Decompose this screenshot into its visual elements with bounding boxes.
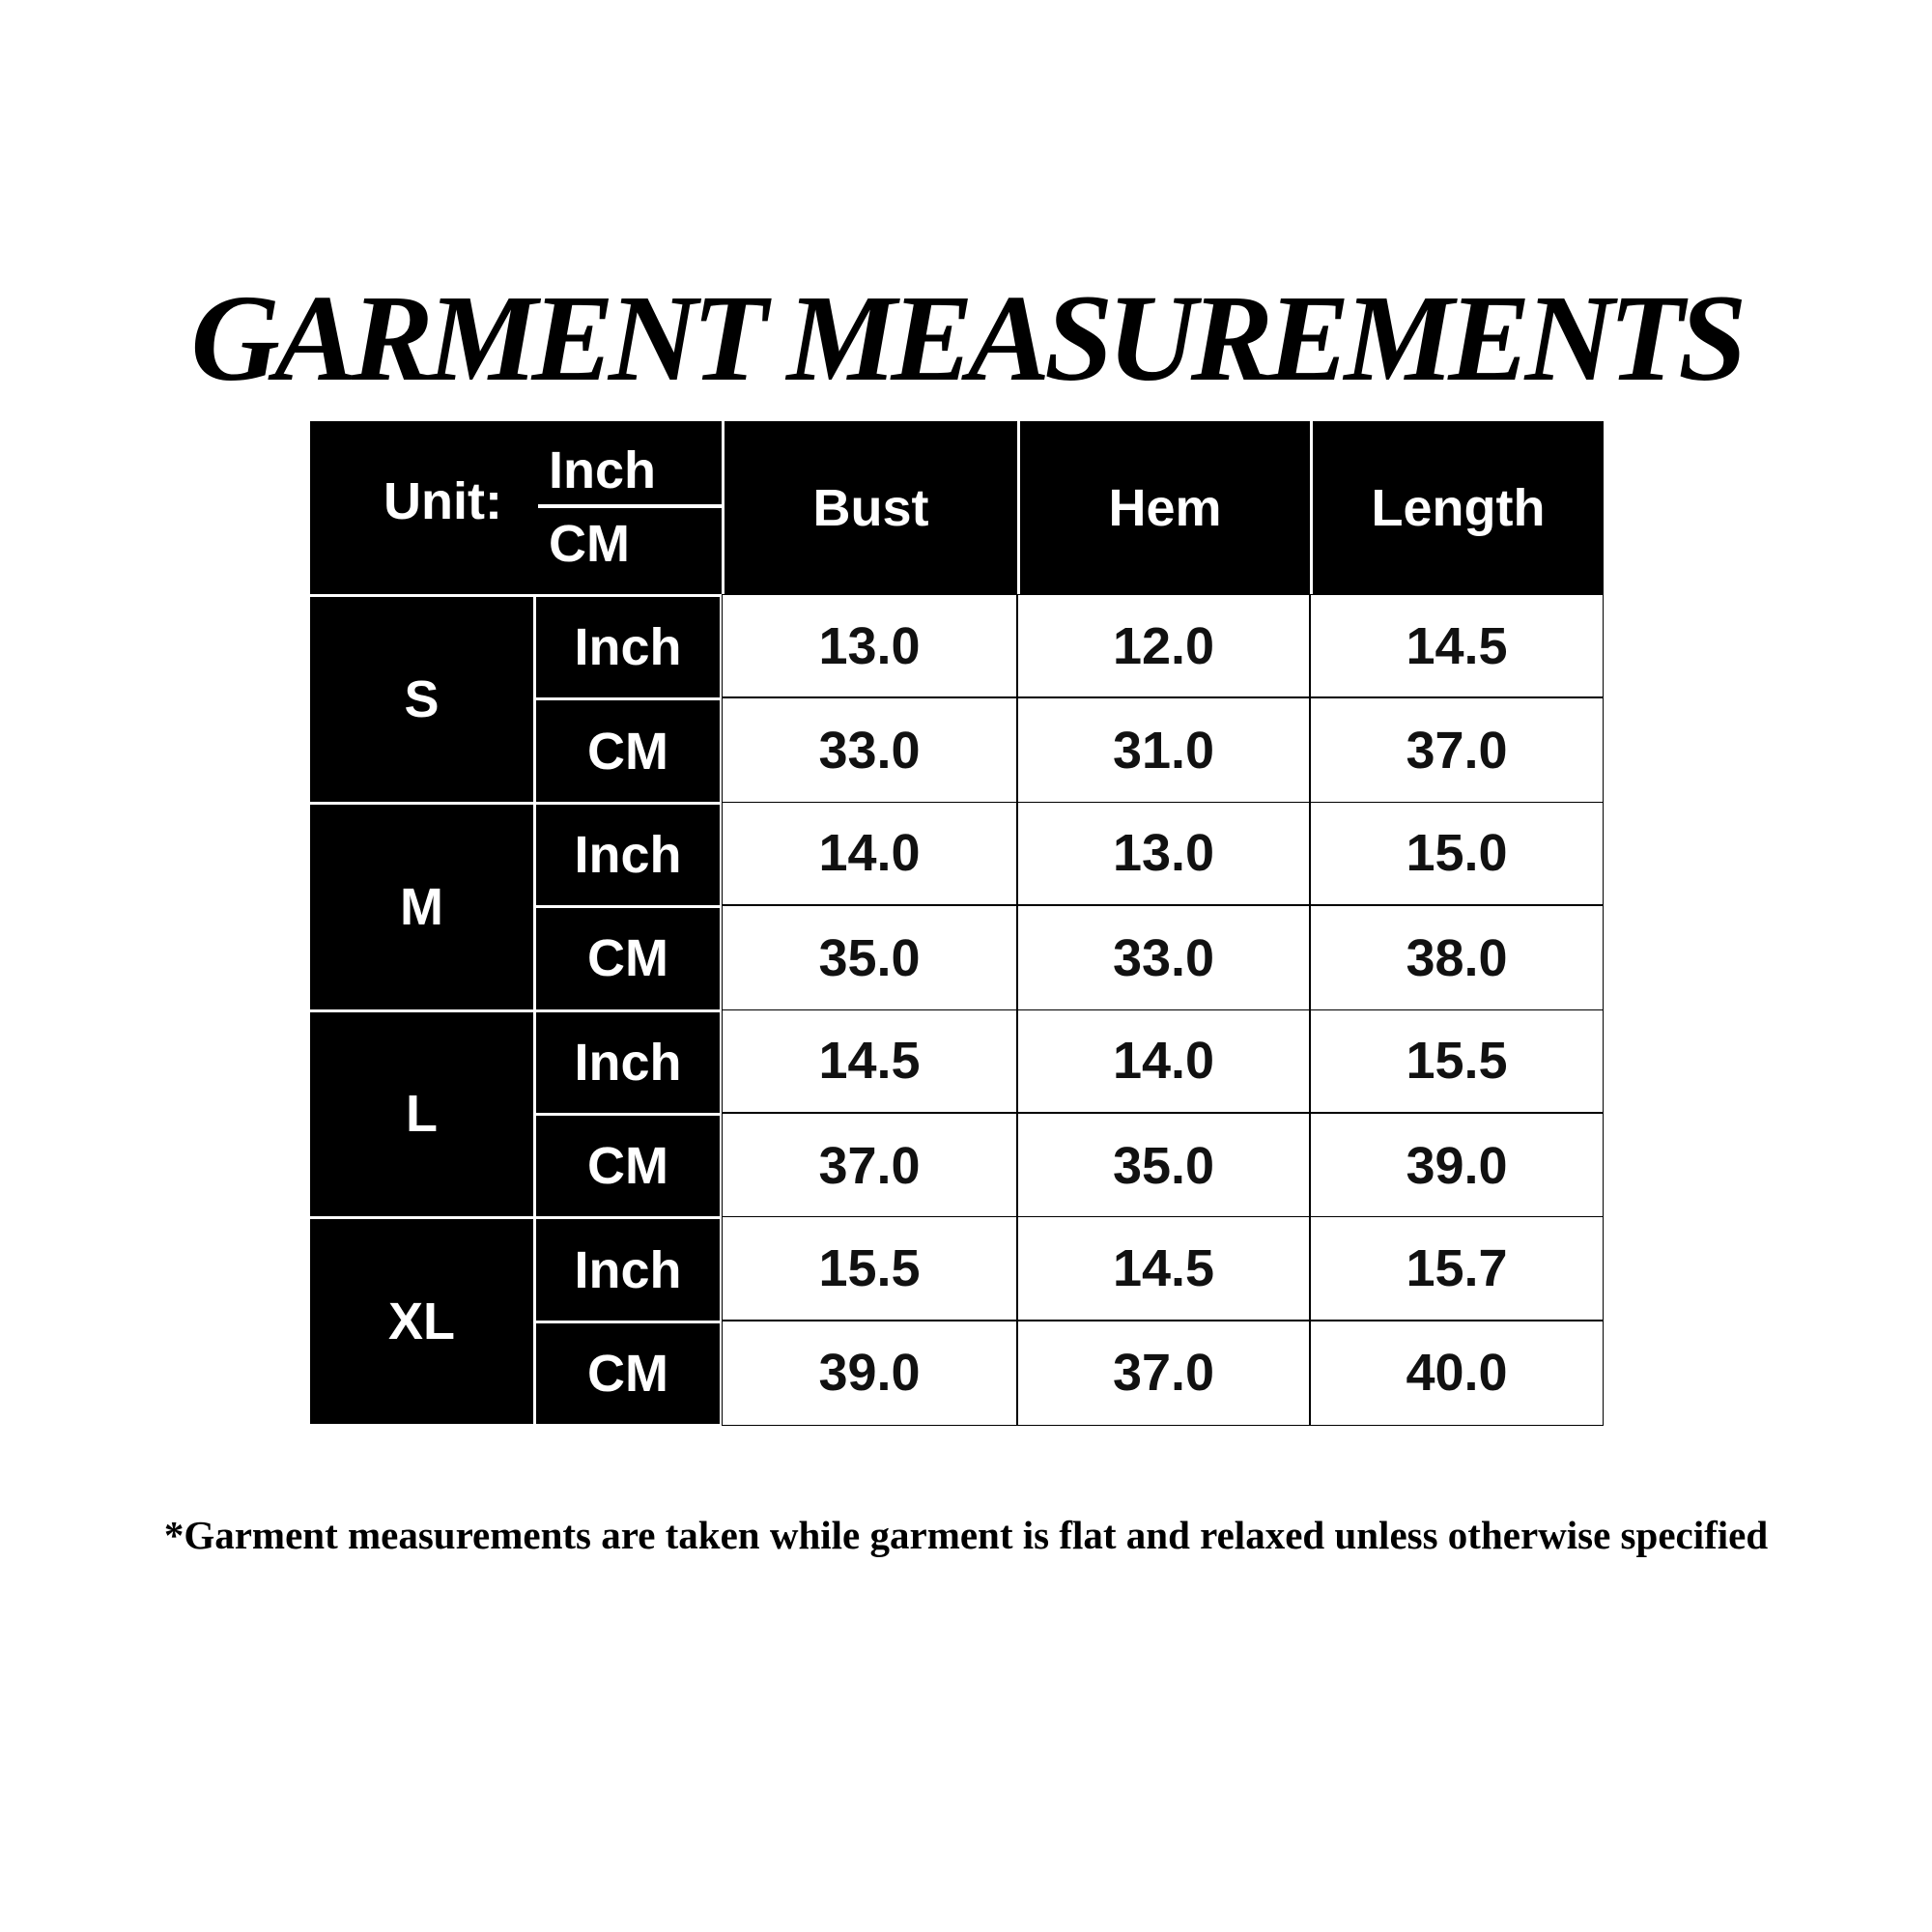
unit-label-cm: CM [536, 908, 720, 1009]
unit-label: Unit: [384, 472, 502, 530]
column-header-bust: Bust [724, 421, 1017, 594]
unit-label-inch: Inch [536, 597, 720, 698]
measurement-cell: 15.7 [1310, 1216, 1604, 1321]
measurement-cell: 31.0 [1017, 697, 1310, 804]
column-header-hem: Hem [1020, 421, 1310, 594]
measurement-cell: 14.5 [722, 1009, 1017, 1113]
measurement-cell: 13.0 [1017, 801, 1310, 906]
unit-label-cm: CM [536, 700, 720, 802]
measurement-cell: 15.5 [1310, 1009, 1604, 1113]
measurement-cell: 13.0 [722, 594, 1017, 698]
measurement-cell: 12.0 [1017, 594, 1310, 698]
unit-header-cell: Unit: Inch CM [310, 421, 722, 594]
size-chart-table: Unit: Inch CM Bust Hem Length S Inch 13.0 12.0… [310, 421, 1604, 1427]
measurement-cell: 15.5 [722, 1216, 1017, 1321]
unit-label-inch: Inch [536, 1011, 720, 1113]
measurement-cell: 39.0 [722, 1320, 1017, 1427]
measurement-cell: 35.0 [722, 905, 1017, 1011]
unit-label-cm: CM [536, 1116, 720, 1217]
measurement-cell: 39.0 [1310, 1113, 1604, 1219]
measurement-cell: 14.5 [1310, 594, 1604, 698]
measurement-cell: 38.0 [1310, 905, 1604, 1011]
measurement-cell: 40.0 [1310, 1320, 1604, 1427]
unit-divider [538, 504, 722, 508]
measurement-cell: 37.0 [722, 1113, 1017, 1219]
unit-label-inch: Inch [536, 1219, 720, 1321]
measurement-cell: 14.0 [722, 801, 1017, 906]
unit-label-inch: Inch [536, 804, 720, 906]
footnote: *Garment measurements are taken while ga… [163, 1513, 1769, 1557]
unit-label-cm: CM [536, 1322, 720, 1425]
measurement-cell: 37.0 [1310, 697, 1604, 804]
measurement-cell: 33.0 [722, 697, 1017, 804]
measurement-cell: 37.0 [1017, 1320, 1310, 1427]
size-label: M [310, 804, 533, 1009]
measurement-cell: 14.5 [1017, 1216, 1310, 1321]
page-title: GARMENT MEASUREMENTS [190, 270, 1747, 407]
size-label: S [310, 597, 533, 802]
unit-inch-label: Inch [549, 441, 657, 499]
measurement-cell: 35.0 [1017, 1113, 1310, 1219]
size-label: XL [310, 1219, 533, 1425]
measurement-cell: 14.0 [1017, 1009, 1310, 1113]
unit-cm-label: CM [549, 515, 630, 573]
measurement-cell: 33.0 [1017, 905, 1310, 1011]
measurement-cell: 15.0 [1310, 801, 1604, 906]
size-label: L [310, 1011, 533, 1217]
column-header-length: Length [1313, 421, 1604, 594]
